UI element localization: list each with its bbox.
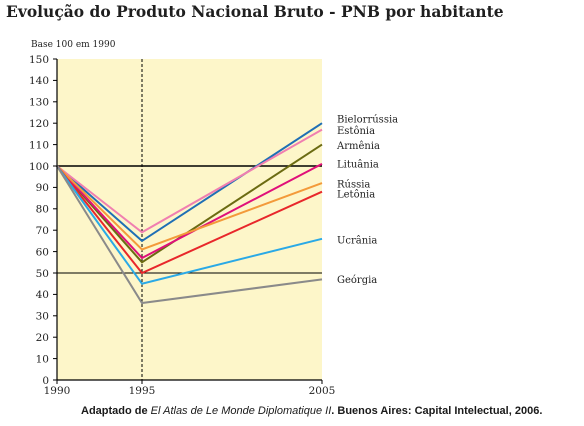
x-tick-label: 1995 — [129, 385, 156, 397]
y-tick-label: 120 — [29, 118, 49, 130]
series-label: Ucrânia — [337, 235, 377, 246]
y-tick-label: 0 — [42, 375, 49, 387]
series-line-estonia — [56, 128, 323, 234]
series-label: Geórgia — [337, 275, 377, 286]
y-tick-label: 30 — [36, 311, 49, 323]
series-line-russia — [56, 165, 323, 251]
y-tick-label: 100 — [29, 161, 49, 173]
source-suffix: . Buenos Aires: Capital Intelectual, 200… — [331, 405, 543, 417]
y-tick-label: 40 — [36, 289, 49, 301]
series-label: Bielorrússia — [337, 114, 398, 125]
series-label: Armênia — [336, 141, 380, 152]
y-tick-label: 110 — [29, 139, 49, 151]
axes — [56, 59, 322, 381]
y-tick-label: 140 — [29, 75, 49, 87]
series-lines — [56, 122, 323, 305]
chart-title: Evolução do Produto Nacional Bruto - PNB… — [6, 2, 504, 21]
series-label: Rússia — [337, 180, 370, 191]
y-tick-label: 60 — [36, 246, 49, 258]
y-tick-label: 20 — [36, 332, 49, 344]
source-prefix: Adaptado de — [81, 405, 151, 417]
series-label: Letônia — [337, 189, 375, 200]
reference-lines — [57, 165, 322, 274]
y-tick-label: 90 — [36, 182, 49, 194]
series-line-ucrania — [56, 165, 323, 285]
x-tick-label: 1990 — [44, 385, 71, 397]
series-line-georgia — [56, 165, 323, 305]
y-tick-label: 150 — [29, 54, 49, 66]
plot-area — [57, 59, 322, 380]
y-tick-label: 50 — [36, 268, 49, 280]
y-tick-label: 80 — [36, 204, 49, 216]
series-line-letonia — [56, 165, 323, 275]
y-axis-ticks: 0 10 20 30 40 50 60 70 80 90 100 110 120 130 140 150 — [29, 54, 57, 387]
series-line-lituania — [56, 163, 323, 260]
x-tick-label: 2005 — [309, 385, 336, 397]
source-caption: Adaptado de El Atlas de Le Monde Diploma… — [81, 405, 542, 417]
y-tick-label: 130 — [29, 97, 49, 109]
y-tick-label: 70 — [36, 225, 49, 237]
x-axis-ticks: 1990 1995 2005 — [44, 380, 336, 397]
y-tick-label: 10 — [36, 353, 49, 365]
series-label: Estônia — [337, 126, 375, 137]
series-label: Lituânia — [337, 159, 379, 170]
series-line-bielorrussia — [56, 122, 323, 243]
y-axis-label: Base 100 em 1990 — [31, 40, 116, 50]
source-work: El Atlas de Le Monde Diplomatique II — [150, 405, 332, 417]
